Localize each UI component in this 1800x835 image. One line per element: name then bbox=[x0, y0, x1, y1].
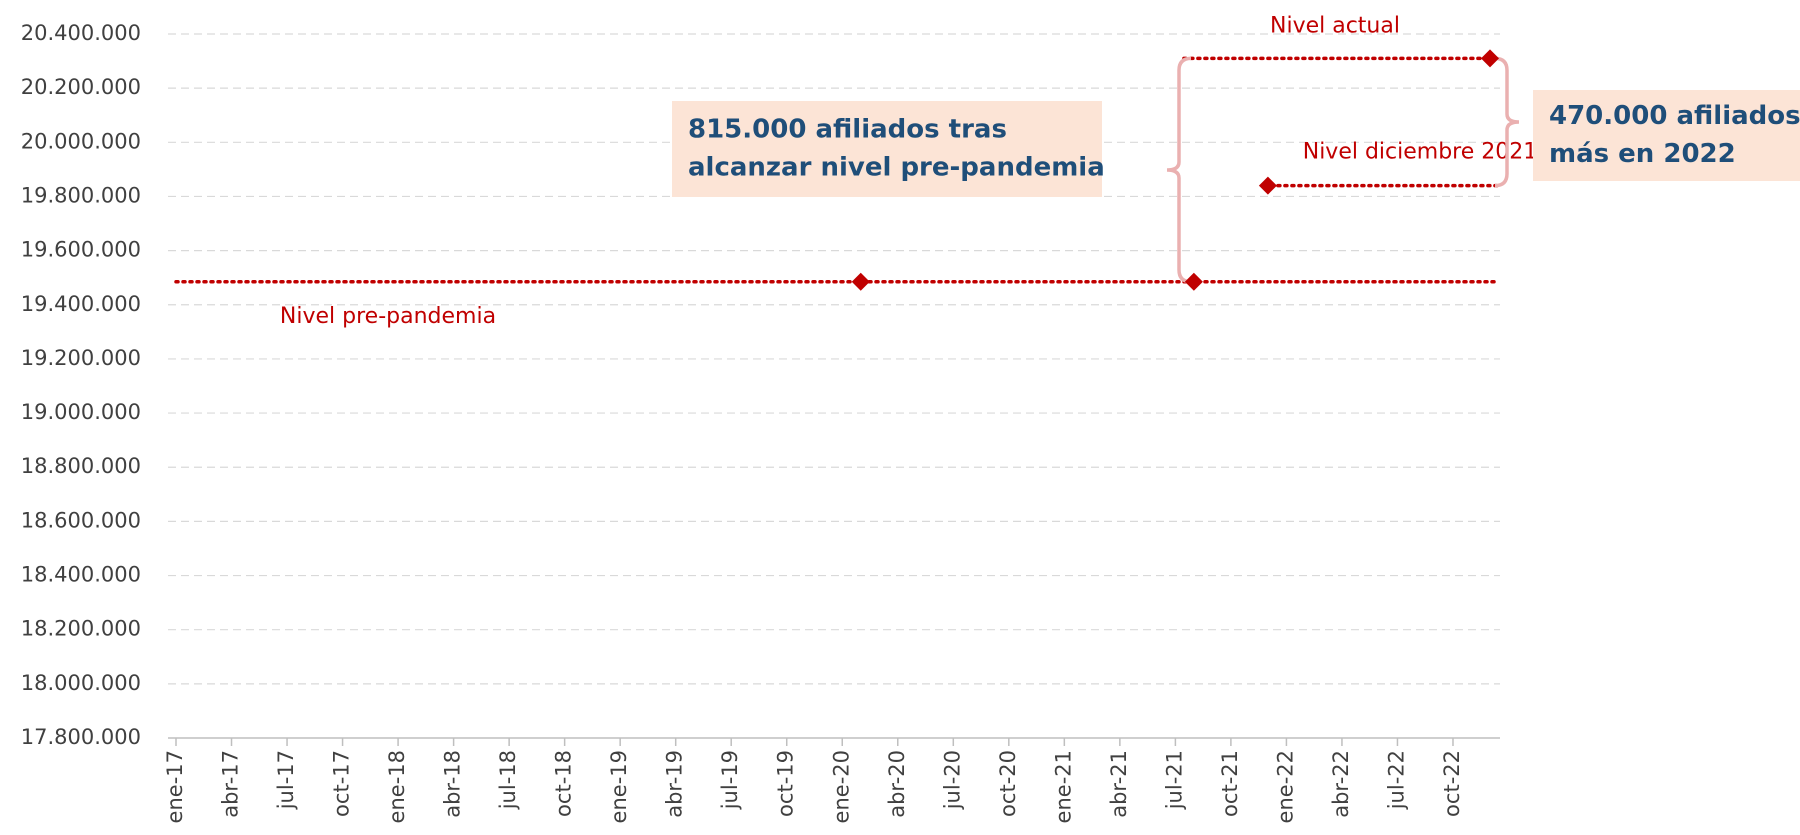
x-tick-label: abr-22 bbox=[1329, 750, 1353, 818]
marker bbox=[1481, 49, 1499, 68]
x-tick-label: abr-19 bbox=[663, 750, 687, 818]
y-tick-label: 18.000.000 bbox=[21, 671, 141, 695]
x-tick-label: abr-17 bbox=[219, 750, 243, 818]
y-tick-label: 19.600.000 bbox=[21, 238, 141, 262]
marker bbox=[1184, 272, 1203, 291]
x-tick-label: jul-21 bbox=[1162, 750, 1186, 810]
x-tick-label: jul-18 bbox=[496, 750, 520, 810]
x-tick-label: oct-22 bbox=[1440, 750, 1464, 817]
x-tick-label: ene-17 bbox=[163, 750, 187, 823]
marker bbox=[1258, 176, 1277, 195]
x-tick-label: jul-20 bbox=[940, 750, 964, 810]
reference-label: Nivel diciembre 2021 bbox=[1303, 140, 1538, 165]
x-tick-label: oct-18 bbox=[552, 750, 576, 817]
x-tick-label: jul-17 bbox=[274, 750, 298, 810]
annotation-box bbox=[1533, 90, 1800, 181]
x-tick-label: ene-20 bbox=[829, 750, 853, 823]
x-tick-label: ene-18 bbox=[385, 750, 409, 823]
y-tick-label: 17.800.000 bbox=[21, 725, 141, 749]
bracket bbox=[1494, 56, 1520, 188]
y-tick-label: 19.200.000 bbox=[21, 346, 141, 370]
annotation-text: más en 2022 bbox=[1549, 139, 1736, 169]
x-tick-label: ene-19 bbox=[607, 750, 631, 823]
y-tick-label: 18.200.000 bbox=[21, 617, 141, 641]
y-tick-label: 18.400.000 bbox=[21, 563, 141, 587]
y-tick-label: 19.000.000 bbox=[21, 400, 141, 424]
x-tick-label: ene-21 bbox=[1051, 750, 1075, 823]
x-tick-label: jul-22 bbox=[1384, 750, 1408, 810]
annotation-text: 470.000 afiliados bbox=[1549, 101, 1800, 131]
reference-label: Nivel pre-pandemia bbox=[280, 304, 496, 329]
bracket bbox=[1166, 56, 1192, 284]
x-tick-label: abr-21 bbox=[1107, 750, 1131, 818]
x-tick-label: oct-21 bbox=[1218, 750, 1242, 817]
y-tick-label: 18.800.000 bbox=[21, 454, 141, 478]
x-tick-label: abr-18 bbox=[441, 750, 465, 818]
reference-label: Nivel actual bbox=[1270, 13, 1400, 38]
x-tick-label: oct-17 bbox=[330, 750, 354, 817]
x-tick-label: jul-19 bbox=[718, 750, 742, 810]
y-tick-label: 19.800.000 bbox=[21, 183, 141, 207]
y-tick-label: 20.000.000 bbox=[21, 129, 141, 153]
x-tick-label: abr-20 bbox=[885, 750, 909, 818]
annotation-text: alcanzar nivel pre-pandemia bbox=[688, 153, 1105, 183]
y-tick-label: 20.400.000 bbox=[21, 21, 141, 45]
x-tick-label: ene-22 bbox=[1273, 750, 1297, 823]
annotation-box bbox=[672, 101, 1102, 197]
x-tick-label: oct-19 bbox=[774, 750, 798, 817]
y-tick-label: 20.200.000 bbox=[21, 75, 141, 99]
x-tick-label: oct-20 bbox=[996, 750, 1020, 817]
annotation-text: 815.000 afiliados tras bbox=[688, 115, 1007, 145]
y-tick-label: 18.600.000 bbox=[21, 508, 141, 532]
marker bbox=[851, 272, 870, 291]
y-tick-label: 19.400.000 bbox=[21, 292, 141, 316]
